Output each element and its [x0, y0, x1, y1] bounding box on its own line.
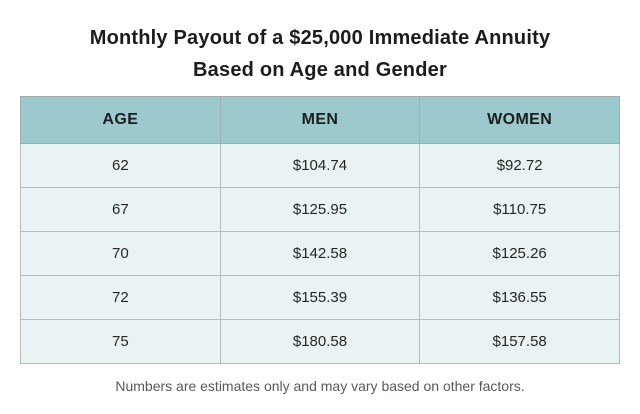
women-cell: $157.58: [419, 319, 620, 364]
payout-table-header: AGE MEN WOMEN: [20, 96, 620, 144]
table-row: 70 $142.58 $125.26: [20, 231, 620, 276]
table-row: 62 $104.74 $92.72: [20, 143, 620, 188]
disclaimer-note: Numbers are estimates only and may vary …: [115, 378, 525, 394]
header-cell-women: WOMEN: [419, 96, 620, 144]
page-title: Monthly Payout of a $25,000 Immediate An…: [0, 0, 640, 86]
payout-table-body: 62 $104.74 $92.72 67 $125.95 $110.75 70 …: [20, 143, 620, 364]
payout-table: AGE MEN WOMEN 62 $104.74 $92.72 67 $125.…: [20, 96, 620, 364]
header-row: AGE MEN WOMEN: [20, 96, 620, 144]
women-cell: $136.55: [419, 275, 620, 320]
age-cell: 62: [20, 143, 221, 188]
title-line-1: Monthly Payout of a $25,000 Immediate An…: [89, 27, 551, 49]
header-cell-men: MEN: [219, 96, 421, 144]
title-line-2: Based on Age and Gender: [193, 59, 447, 81]
age-cell: 70: [20, 231, 221, 276]
age-cell: 75: [20, 319, 221, 364]
women-cell: $125.26: [419, 231, 620, 276]
age-cell: 72: [20, 275, 221, 320]
header-cell-age: AGE: [20, 96, 221, 144]
women-cell: $110.75: [419, 187, 620, 232]
women-cell: $92.72: [419, 143, 620, 188]
age-cell: 67: [20, 187, 221, 232]
men-cell: $125.95: [219, 187, 421, 232]
table-row: 67 $125.95 $110.75: [20, 187, 620, 232]
men-cell: $155.39: [219, 275, 421, 320]
table-row: 72 $155.39 $136.55: [20, 275, 620, 320]
men-cell: $142.58: [219, 231, 421, 276]
men-cell: $180.58: [219, 319, 421, 364]
table-row: 75 $180.58 $157.58: [20, 319, 620, 364]
men-cell: $104.74: [219, 143, 421, 188]
